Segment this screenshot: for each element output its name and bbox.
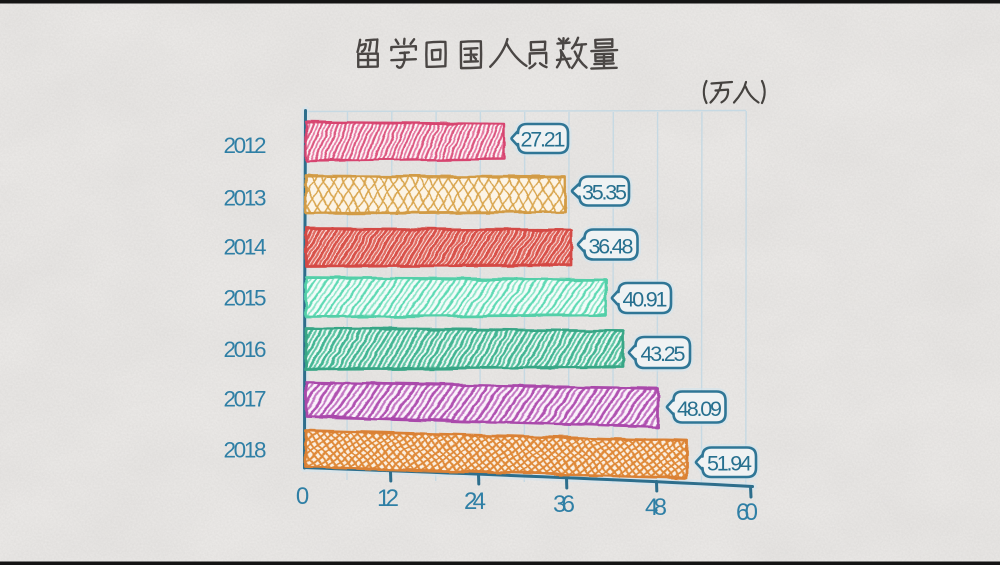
svg-text:60: 60: [736, 499, 758, 526]
svg-text:0: 0: [296, 483, 309, 510]
svg-text:27.21: 27.21: [521, 128, 566, 152]
svg-text:12: 12: [377, 485, 399, 512]
svg-text:2014: 2014: [224, 235, 267, 260]
svg-text:35.35: 35.35: [582, 181, 627, 205]
svg-text:2015: 2015: [224, 286, 267, 311]
svg-text:2018: 2018: [224, 438, 267, 463]
svg-text:36: 36: [553, 491, 575, 518]
svg-text:51.94: 51.94: [707, 452, 752, 476]
svg-text:2012: 2012: [224, 133, 267, 158]
svg-text:43.25: 43.25: [641, 342, 686, 366]
svg-text:24: 24: [464, 488, 486, 515]
svg-text:2017: 2017: [224, 387, 267, 412]
svg-text:40.91: 40.91: [623, 288, 668, 312]
svg-text:2016: 2016: [224, 337, 267, 362]
svg-text:48.09: 48.09: [677, 397, 722, 421]
svg-text:48: 48: [645, 494, 667, 521]
svg-text:2013: 2013: [224, 186, 267, 211]
svg-text:36.48: 36.48: [589, 235, 634, 259]
